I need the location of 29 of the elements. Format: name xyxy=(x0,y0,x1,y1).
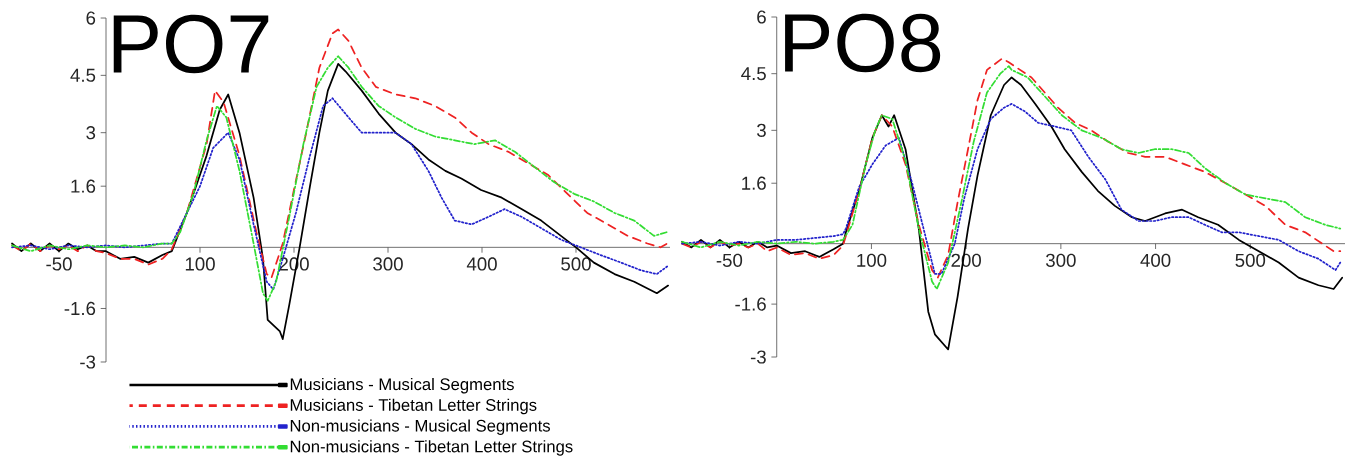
y-tick-label: 4.5 xyxy=(70,68,96,82)
y-tick-label: 1.6 xyxy=(742,176,766,190)
chart-title: PO7 xyxy=(113,14,269,74)
legend-label: Musicians - Tibetan Letter Strings xyxy=(290,398,537,415)
legend-label: Non-musicians - Tibetan Letter Strings xyxy=(290,440,573,456)
x-tick-label: 500 xyxy=(1235,253,1266,267)
y-tick-label: 6 xyxy=(86,11,96,25)
x-tick-label: 300 xyxy=(373,257,403,271)
x-tick-label: 400 xyxy=(1140,253,1171,267)
y-tick-label: -3 xyxy=(80,355,96,369)
x-tick-label: -50 xyxy=(716,253,743,267)
x-tick-label: 400 xyxy=(466,257,497,271)
line-series xyxy=(681,103,1342,275)
x-tick-label: 100 xyxy=(857,253,887,267)
y-tick-label: 3 xyxy=(757,123,766,137)
y-tick-label: -3 xyxy=(750,350,766,364)
y-tick-label: -1.6 xyxy=(735,297,766,311)
y-tick-label: -1.6 xyxy=(64,301,96,316)
legend-label: Musicians - Musical Segments xyxy=(290,377,514,394)
legend-label: Non-musicians - Musical Segments xyxy=(290,419,551,435)
x-tick-label: 500 xyxy=(561,257,591,271)
y-tick-label: 3 xyxy=(86,126,96,140)
chart-title: PO8 xyxy=(785,13,941,73)
y-tick-label: 4.5 xyxy=(741,67,766,81)
y-tick-label: 6 xyxy=(757,10,766,24)
x-tick-label: -50 xyxy=(46,257,72,271)
y-tick-label: 1.6 xyxy=(71,179,96,193)
x-tick-label: 100 xyxy=(185,257,215,271)
x-tick-label: 300 xyxy=(1046,253,1076,267)
